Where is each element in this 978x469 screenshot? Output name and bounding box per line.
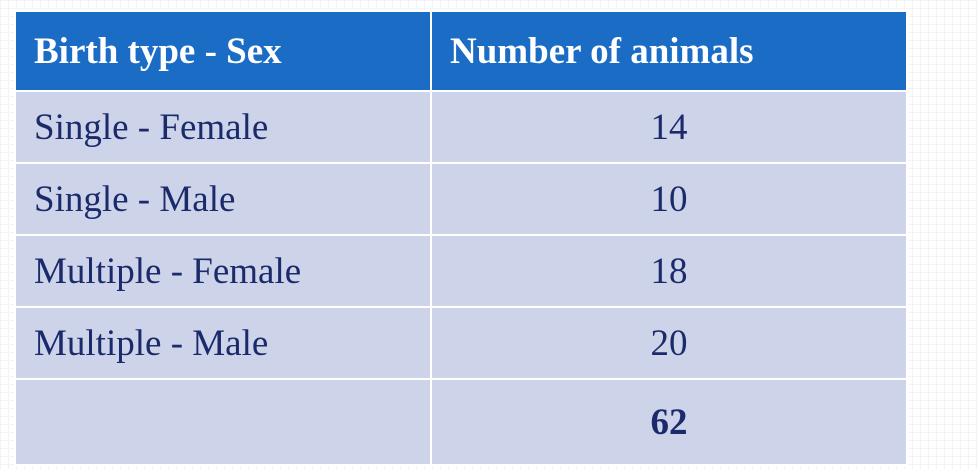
table-row: Multiple - Male 20	[14, 306, 908, 380]
header-cell: Number of animals	[430, 10, 908, 92]
table-row: Single - Male 10	[14, 162, 908, 236]
empty-cell	[14, 378, 432, 466]
table-row: Multiple - Female 18	[14, 234, 908, 308]
count-cell: 20	[430, 306, 908, 380]
count-cell: 10	[430, 162, 908, 236]
label-cell: Multiple - Female	[14, 234, 432, 308]
total-cell: 62	[430, 378, 908, 466]
data-table: Birth type - Sex Number of animals Single…	[14, 10, 908, 466]
table-row: Single - Female 14	[14, 90, 908, 164]
total-row: 62	[14, 378, 908, 466]
table-header: Birth type - Sex Number of animals	[14, 10, 908, 92]
label-cell: Multiple - Male	[14, 306, 432, 380]
header-row: Birth type - Sex Number of animals	[14, 10, 908, 92]
count-cell: 18	[430, 234, 908, 308]
count-cell: 14	[430, 90, 908, 164]
label-cell: Single - Female	[14, 90, 432, 164]
label-cell: Single - Male	[14, 162, 432, 236]
table-body: Single - Female 14 Single - Male 10 Multiple…	[14, 90, 908, 466]
header-cell: Birth type - Sex	[14, 10, 432, 92]
